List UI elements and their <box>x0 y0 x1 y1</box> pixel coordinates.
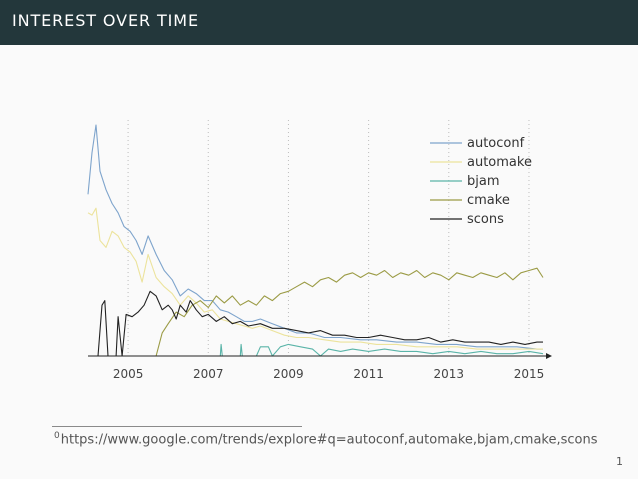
x-tick-label-2007: 2007 <box>193 367 224 381</box>
interest-chart: 2005 2007 2009 2011 2013 2015 autoconf automak… <box>87 120 552 381</box>
x-tick-label-2009: 2009 <box>273 367 304 381</box>
page-title: INTEREST OVER TIME <box>12 11 199 30</box>
x-axis: 2005 2007 2009 2011 2013 2015 <box>88 353 552 381</box>
series-line-autoconf <box>87 124 543 350</box>
series-line-cmake <box>88 267 544 357</box>
page-number: 1 <box>616 455 623 468</box>
legend-label-automake: automake <box>467 155 532 170</box>
legend-label-autoconf: autoconf <box>467 136 525 151</box>
x-tick-label-2005: 2005 <box>113 367 144 381</box>
footnote-marker: 0 <box>54 431 60 441</box>
legend-label-scons: scons <box>467 212 504 227</box>
legend-label-bjam: bjam <box>467 174 500 189</box>
grid-lines <box>127 120 530 356</box>
series-line-bjam <box>88 343 544 357</box>
series-line-scons <box>88 290 543 357</box>
footnote-url: https://www.google.com/trends/explore#q=… <box>60 432 598 448</box>
footnote: 0https://www.google.com/trends/explore#q… <box>54 431 598 447</box>
x-tick-label-2013: 2013 <box>434 367 465 381</box>
x-axis-arrow <box>546 353 552 359</box>
header-bar: INTEREST OVER TIME <box>0 0 638 45</box>
legend-label-cmake: cmake <box>467 193 510 208</box>
x-tick-label-2011: 2011 <box>353 367 384 381</box>
footnote-divider <box>52 426 302 427</box>
series-lines <box>87 124 544 357</box>
x-tick-label-2015: 2015 <box>514 367 545 381</box>
legend: autoconf automake bjam cmake scons <box>430 136 532 227</box>
series-line-automake <box>87 207 543 350</box>
